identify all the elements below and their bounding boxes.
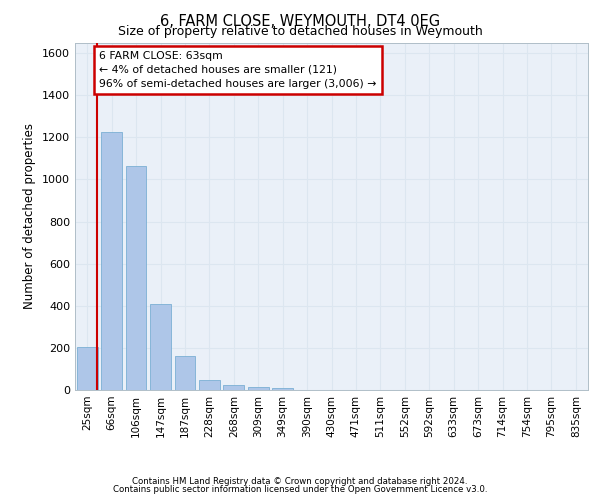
Bar [272,388,293,390]
Text: Contains public sector information licensed under the Open Government Licence v3: Contains public sector information licen… [113,485,487,494]
Bar [248,387,269,390]
Text: 6 FARM CLOSE: 63sqm
← 4% of detached houses are smaller (121)
96% of semi-detach: 6 FARM CLOSE: 63sqm ← 4% of detached hou… [99,51,376,89]
Text: Size of property relative to detached houses in Weymouth: Size of property relative to detached ho… [118,25,482,38]
Bar [77,347,98,390]
Bar [199,380,220,390]
Text: 6, FARM CLOSE, WEYMOUTH, DT4 0EG: 6, FARM CLOSE, WEYMOUTH, DT4 0EG [160,14,440,29]
Bar [101,132,122,390]
Y-axis label: Number of detached properties: Number of detached properties [23,123,37,309]
Text: Contains HM Land Registry data © Crown copyright and database right 2024.: Contains HM Land Registry data © Crown c… [132,477,468,486]
Bar [150,304,171,390]
Bar [125,166,146,390]
Bar [175,356,196,390]
Bar [223,384,244,390]
